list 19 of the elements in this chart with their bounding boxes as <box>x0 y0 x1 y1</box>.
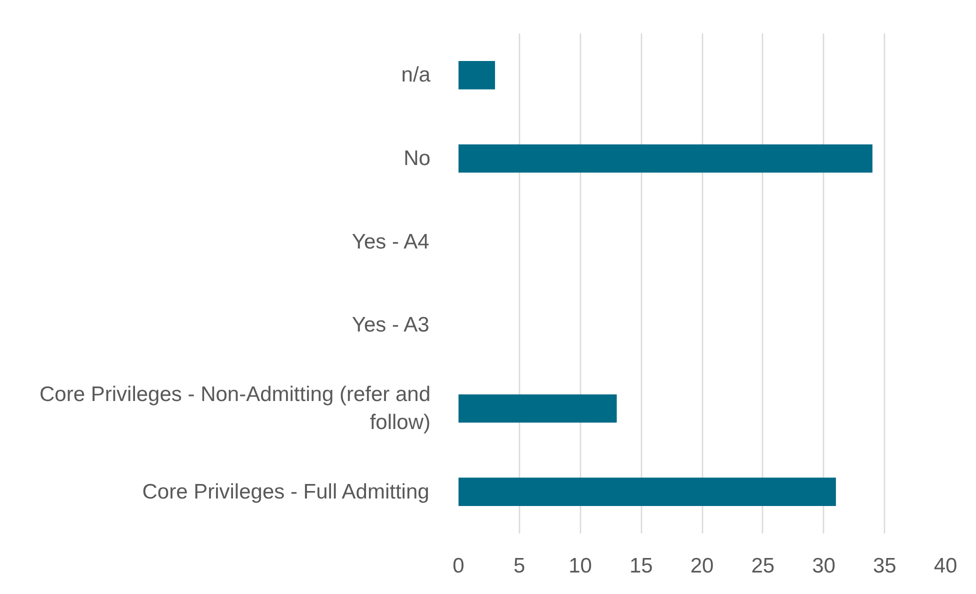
bar <box>458 478 836 506</box>
x-tick-label: 40 <box>934 554 958 578</box>
x-tick-label: 35 <box>872 554 896 578</box>
x-tick-label: 5 <box>514 554 526 578</box>
x-tick-label: 20 <box>690 554 714 578</box>
x-tick-label: 10 <box>568 554 592 578</box>
x-tick-label: 25 <box>751 554 775 578</box>
bar <box>458 394 617 423</box>
x-tick-label: 30 <box>812 554 836 578</box>
bar <box>458 144 872 173</box>
y-tick-label: Yes - A3 <box>352 314 430 337</box>
y-tick-label: n/a <box>401 64 431 87</box>
x-tick-label: 15 <box>629 554 653 578</box>
y-tick-label: No <box>404 147 431 170</box>
y-tick-label: Yes - A4 <box>352 230 430 254</box>
bar <box>458 61 496 90</box>
x-tick-label: 0 <box>452 554 464 578</box>
y-tick-label: Core Privileges - Full Admitting <box>142 480 430 504</box>
y-tick-label: Core Privileges - Non-Admitting (refer and follow) <box>40 383 431 434</box>
